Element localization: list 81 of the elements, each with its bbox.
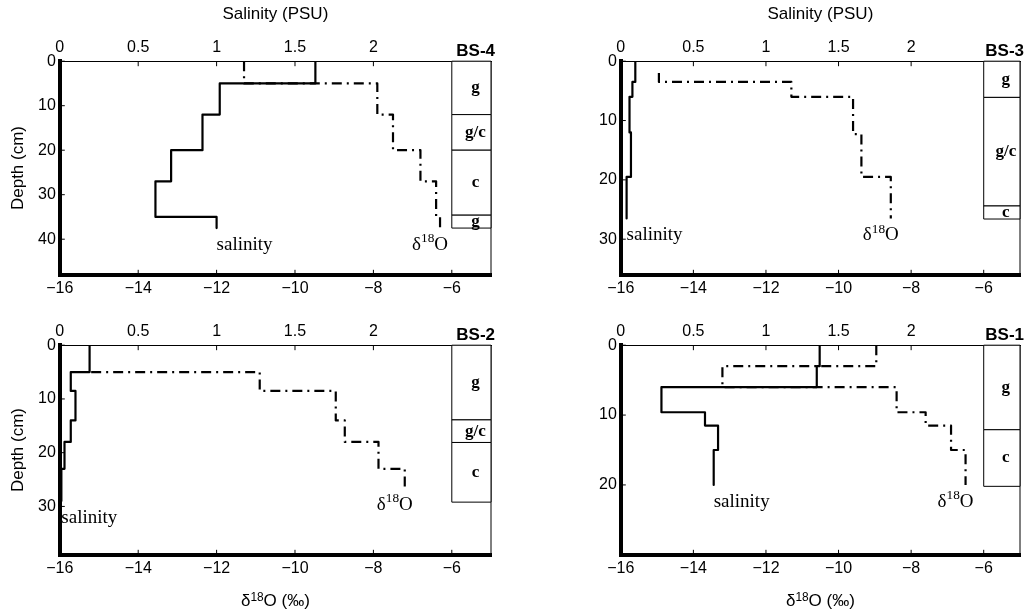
x-tick-label: −16	[607, 278, 635, 296]
series-label: salinity	[216, 233, 274, 255]
x2-tick-label: 1.5	[283, 322, 307, 340]
x-tick-label: −16	[46, 558, 74, 576]
chart-title: BS-3	[985, 41, 1024, 61]
x2-tick-label: 1.5	[283, 38, 307, 56]
x2-axis-title: Salinity (PSU)	[222, 4, 329, 24]
y-axis-title: Depth (cm)	[7, 125, 27, 211]
x2-tick-label: 1	[212, 322, 222, 340]
band-label: c	[471, 172, 480, 192]
x2-tick-label: 2	[906, 38, 916, 56]
x-tick-label: −12	[203, 278, 231, 296]
x2-tick-label: 0.5	[682, 38, 705, 56]
x-tick-label: −10	[824, 278, 853, 296]
band-label: g	[1001, 376, 1011, 396]
x-tick-label: −12	[752, 558, 780, 576]
x-tick-label: −14	[124, 558, 152, 576]
band-label: c	[471, 461, 480, 481]
x-tick-label: −8	[364, 278, 383, 296]
y-tick-label: 0	[607, 51, 617, 69]
x-tick-label: −10	[824, 558, 853, 576]
y-tick-label: 0	[607, 335, 617, 353]
x-tick-label: −6	[442, 278, 462, 296]
x2-tick-label: 0.5	[682, 322, 705, 340]
x2-tick-label: 2	[368, 322, 378, 340]
x2-tick-label: 1.5	[827, 38, 850, 56]
x-tick-label: −16	[607, 558, 635, 576]
y-tick-label: 40	[38, 229, 56, 247]
y-tick-label: 20	[38, 140, 56, 158]
x2-tick-label: 1.5	[827, 322, 850, 340]
x-tick-label: −14	[679, 558, 708, 576]
y-tick-label: 30	[599, 229, 617, 247]
x2-tick-label: 2	[906, 322, 916, 340]
x2-tick-label: 1	[761, 38, 771, 56]
x-tick-label: −14	[679, 278, 708, 296]
y-tick-label: 20	[599, 475, 617, 493]
x2-tick-label: 1	[212, 38, 222, 56]
x2-tick-label: 0.5	[127, 38, 150, 56]
line-series	[657, 71, 892, 220]
band-label: g	[1001, 68, 1011, 88]
x2-tick-label: 2	[368, 38, 378, 56]
series-label: salinity	[626, 223, 684, 245]
band-label: c	[1002, 447, 1011, 467]
y-tick-label: 20	[599, 170, 617, 188]
band-label: g/c	[465, 420, 487, 440]
y-tick-label: 0	[46, 51, 56, 69]
chart-title: BS-2	[456, 325, 495, 345]
x-tick-label: −10	[281, 558, 309, 576]
chart-title: BS-4	[456, 41, 496, 61]
x-tick-label: −8	[902, 278, 921, 296]
y-tick-label: 20	[38, 443, 56, 461]
x-tick-label: −8	[902, 558, 921, 576]
band-label: g	[471, 371, 481, 391]
x-tick-label: −6	[974, 558, 993, 576]
series-label: salinity	[713, 489, 771, 511]
y-axis-title: Depth (cm)	[7, 407, 27, 493]
x-tick-label: −12	[203, 558, 231, 576]
x2-tick-label: 0.5	[127, 322, 150, 340]
x-tick-label: −6	[442, 558, 462, 576]
band-label: c	[1002, 201, 1011, 221]
x-tick-label: −14	[124, 278, 152, 296]
x-tick-label: −12	[752, 278, 780, 296]
band-label: g/c	[465, 121, 487, 141]
x-tick-label: −8	[364, 558, 383, 576]
y-tick-label: 10	[38, 96, 56, 114]
x2-axis-title: Salinity (PSU)	[767, 4, 874, 24]
band-label: g	[471, 211, 481, 231]
y-tick-label: 30	[38, 496, 56, 514]
chart-title: BS-1	[985, 325, 1024, 345]
x2-tick-label: 1	[761, 322, 771, 340]
y-tick-label: 10	[599, 110, 617, 128]
band-label: g	[471, 77, 481, 97]
y-tick-label: 0	[46, 335, 56, 353]
y-tick-label: 10	[38, 389, 56, 407]
y-tick-label: 30	[38, 185, 56, 203]
band-label: g/c	[995, 141, 1017, 161]
x-tick-label: −10	[281, 278, 309, 296]
x-tick-label: −16	[46, 278, 74, 296]
series-label: salinity	[61, 506, 118, 528]
x-tick-label: −6	[974, 278, 993, 296]
y-tick-label: 10	[599, 405, 617, 423]
